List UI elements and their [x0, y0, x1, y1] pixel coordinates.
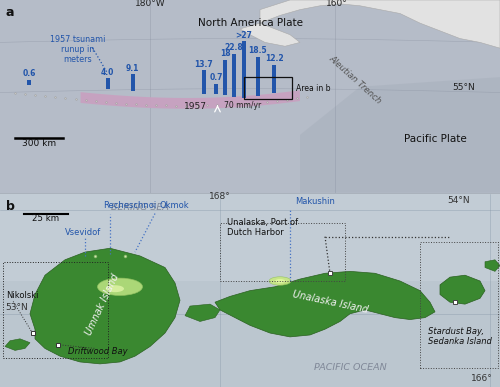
Polygon shape: [300, 77, 500, 193]
Text: Nikolski: Nikolski: [6, 291, 38, 300]
Text: PACIFIC OCEAN: PACIFIC OCEAN: [314, 363, 386, 372]
Circle shape: [269, 277, 291, 285]
Text: 70 mm/yr: 70 mm/yr: [224, 101, 262, 110]
Text: a: a: [6, 6, 14, 19]
Bar: [130, 74, 134, 91]
Text: Unalaska Island: Unalaska Island: [292, 289, 368, 315]
Text: 12.2: 12.2: [264, 54, 283, 63]
Text: 300 km: 300 km: [22, 139, 56, 147]
Text: 25 km: 25 km: [32, 214, 60, 223]
Text: 180°W: 180°W: [134, 0, 166, 8]
Bar: [232, 54, 236, 97]
Polygon shape: [440, 275, 485, 304]
Text: 13.7: 13.7: [194, 60, 214, 69]
Text: Recheschnoi: Recheschnoi: [104, 201, 156, 210]
Text: Pacific Plate: Pacific Plate: [404, 134, 466, 144]
Bar: [2, 262, 108, 358]
Text: Makushin: Makushin: [295, 197, 335, 206]
Polygon shape: [240, 23, 300, 46]
Text: Unalaska, Port of: Unalaska, Port of: [227, 218, 298, 227]
Polygon shape: [30, 248, 180, 364]
Text: 160°: 160°: [326, 0, 347, 8]
Polygon shape: [80, 90, 300, 109]
Text: 166°: 166°: [471, 374, 492, 383]
Bar: [420, 242, 498, 368]
Text: 4.0: 4.0: [101, 67, 114, 77]
Text: 1957: 1957: [184, 102, 207, 111]
Polygon shape: [5, 339, 30, 350]
Text: Sedanka Island: Sedanka Island: [428, 337, 492, 346]
Text: 55°N: 55°N: [452, 82, 475, 92]
Bar: [244, 77, 292, 99]
Text: Aleutian Trench: Aleutian Trench: [327, 54, 383, 106]
Bar: [242, 41, 246, 98]
Text: Vsevidof: Vsevidof: [65, 228, 101, 237]
Text: 9.1: 9.1: [126, 63, 139, 73]
Text: Okmok: Okmok: [160, 201, 190, 210]
Bar: [106, 78, 110, 89]
Polygon shape: [185, 304, 220, 322]
Text: 0.6: 0.6: [22, 69, 36, 79]
Bar: [214, 84, 218, 94]
Bar: [272, 65, 276, 94]
Text: Area in b: Area in b: [296, 84, 330, 93]
Text: Driftwood Bay: Driftwood Bay: [68, 347, 127, 356]
Text: 53°N: 53°N: [5, 303, 28, 312]
Polygon shape: [260, 0, 500, 48]
Bar: [223, 60, 227, 96]
Text: 18: 18: [220, 49, 230, 58]
Bar: [27, 80, 31, 85]
Polygon shape: [215, 271, 435, 337]
Text: >27: >27: [235, 31, 252, 40]
Polygon shape: [485, 260, 500, 271]
Text: 18.5: 18.5: [248, 46, 267, 55]
Circle shape: [98, 278, 142, 295]
Circle shape: [275, 279, 285, 283]
Bar: [256, 57, 260, 96]
Circle shape: [106, 285, 124, 292]
Text: 168°: 168°: [209, 192, 231, 201]
Text: 54°N: 54°N: [448, 196, 470, 205]
Text: Umnak Island: Umnak Island: [84, 272, 121, 336]
Text: Dutch Harbor: Dutch Harbor: [227, 228, 284, 237]
Text: North America Plate: North America Plate: [198, 18, 302, 28]
Text: Stardust Bay,: Stardust Bay,: [428, 327, 484, 336]
Text: 1957 tsunami
runup in
meters: 1957 tsunami runup in meters: [50, 35, 105, 65]
Text: BERING SEA: BERING SEA: [111, 203, 169, 212]
Bar: [0, 194, 500, 281]
Bar: [202, 70, 206, 94]
Text: 0.7: 0.7: [209, 73, 223, 82]
Text: b: b: [6, 200, 15, 213]
Bar: [220, 223, 345, 281]
Text: 22.8: 22.8: [224, 43, 244, 52]
